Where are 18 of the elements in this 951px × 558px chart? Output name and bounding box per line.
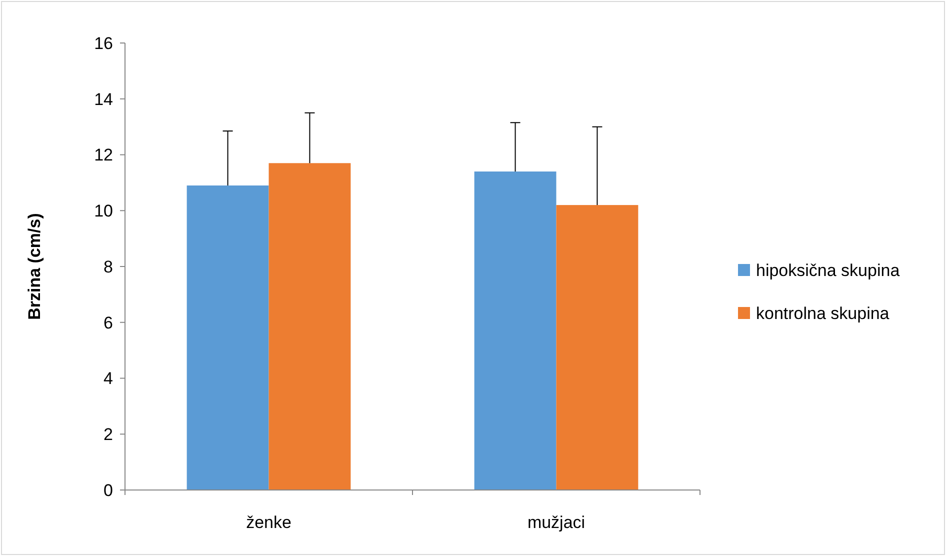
y-tick-label: 8	[104, 257, 113, 276]
bar	[186, 185, 269, 490]
y-tick-label: 2	[104, 425, 113, 444]
x-tick-label: ženke	[246, 513, 292, 532]
legend-label: kontrolna skupina	[756, 304, 890, 323]
y-tick-label: 0	[104, 480, 113, 500]
y-tick-label: 4	[104, 369, 113, 388]
y-tick-label: 16	[94, 34, 113, 53]
y-tick-label: 12	[94, 146, 113, 165]
y-tick-label: 6	[104, 313, 113, 332]
y-tick-label: 10	[94, 202, 113, 221]
bar	[474, 172, 556, 490]
legend-label: hipoksična skupina	[756, 260, 900, 280]
bar	[556, 205, 638, 490]
bar	[268, 163, 351, 490]
y-tick-label: 14	[94, 90, 113, 109]
y-axis-title: Brzina (cm/s)	[25, 213, 44, 320]
x-tick-label: mužjaci	[527, 513, 586, 532]
